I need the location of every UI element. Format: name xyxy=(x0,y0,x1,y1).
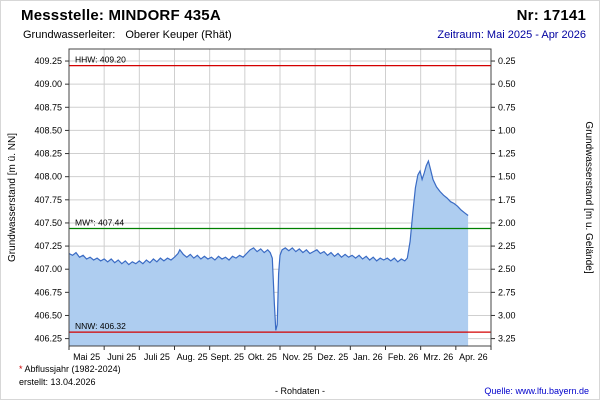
footnote-asterisk: * xyxy=(19,364,23,374)
y-tick-label-left: 409.00 xyxy=(34,79,62,89)
y-tick-label-right: 3.00 xyxy=(498,310,516,320)
x-tick-label: Mrz. 26 xyxy=(423,352,453,362)
y-tick-label-left: 408.25 xyxy=(34,149,62,159)
aquifer-info: Grundwasserleiter: Oberer Keuper (Rhät) xyxy=(23,29,232,41)
created-date: erstellt: 13.04.2026 xyxy=(19,377,96,387)
aquifer-value: Oberer Keuper (Rhät) xyxy=(125,29,232,41)
y-tick-label-left: 407.75 xyxy=(34,195,62,205)
source-link[interactable]: www.lfu.bayern.de xyxy=(515,386,589,396)
y-tick-label-right: 2.25 xyxy=(498,241,516,251)
groundwater-line xyxy=(68,159,469,331)
y-tick-label-right: 2.00 xyxy=(498,218,516,228)
source-line: Quelle: www.lfu.bayern.de xyxy=(484,386,589,396)
y-tick-label-left: 408.75 xyxy=(34,102,62,112)
y-tick-label-left: 407.00 xyxy=(34,264,62,274)
y-tick-label-left: 406.75 xyxy=(34,287,62,297)
x-tick-label: Aug. 25 xyxy=(177,352,208,362)
x-tick-label: Jan. 26 xyxy=(353,352,383,362)
y-tick-label-right: 0.75 xyxy=(498,102,516,112)
y-tick-label-left: 406.25 xyxy=(34,334,62,344)
x-tick-label: Dez. 25 xyxy=(317,352,348,362)
period-label: Zeitraum: Mai 2025 - Apr 2026 xyxy=(437,29,586,41)
y-tick-label-right: 0.50 xyxy=(498,79,516,89)
footnote-text: Abflussjahr (1982-2024) xyxy=(24,364,121,374)
y-tick-label-left: 408.00 xyxy=(34,172,62,182)
page-title: Messstelle: MINDORF 435A xyxy=(21,7,221,24)
x-tick-label: Mai 25 xyxy=(73,352,100,362)
y-tick-label-left: 409.25 xyxy=(34,56,62,66)
x-tick-label: Juni 25 xyxy=(107,352,136,362)
y-tick-label-right: 0.25 xyxy=(498,56,516,66)
aquifer-label: Grundwasserleiter: xyxy=(23,29,116,41)
hhw-label: HHW: 409.20 xyxy=(75,55,126,65)
mw-label: MW*: 407.44 xyxy=(75,217,124,227)
x-tick-label: Sept. 25 xyxy=(210,352,244,362)
y-tick-label-left: 408.50 xyxy=(34,125,62,135)
nnw-label: NNW: 406.32 xyxy=(75,321,126,331)
groundwater-area xyxy=(69,161,469,346)
y-tick-label-left: 407.25 xyxy=(34,241,62,251)
y-tick-label-right: 1.50 xyxy=(498,172,516,182)
y-tick-label-right: 2.75 xyxy=(498,287,516,297)
y-tick-label-right: 1.25 xyxy=(498,149,516,159)
y-tick-label-right: 1.00 xyxy=(498,125,516,135)
x-tick-label: Nov. 25 xyxy=(282,352,312,362)
y-tick-label-right: 1.75 xyxy=(498,195,516,205)
x-tick-label: Okt. 25 xyxy=(248,352,277,362)
footnote-abflussjahr: * Abflussjahr (1982-2024) xyxy=(19,364,121,374)
y-axis-title-left: Grundwasserstand [m ü. NN] xyxy=(7,133,18,262)
x-tick-label: Apr. 26 xyxy=(459,352,488,362)
x-tick-label: Feb. 26 xyxy=(388,352,419,362)
source-label: Quelle: xyxy=(484,386,513,396)
y-tick-label-right: 2.50 xyxy=(498,264,516,274)
header-row: Messstelle: MINDORF 435A Nr: 17141 xyxy=(21,7,586,24)
y-axis-title-right: Grundwasserstand [m u. Gelände] xyxy=(583,121,594,274)
data-type-label: - Rohdaten - xyxy=(274,386,326,396)
y-tick-label-left: 406.50 xyxy=(34,310,62,320)
station-number: Nr: 17141 xyxy=(516,7,586,24)
y-tick-label-left: 407.50 xyxy=(34,218,62,228)
subheader-row: Grundwasserleiter: Oberer Keuper (Rhät) … xyxy=(23,29,586,41)
y-tick-label-right: 3.25 xyxy=(498,334,516,344)
x-tick-label: Juli 25 xyxy=(144,352,170,362)
